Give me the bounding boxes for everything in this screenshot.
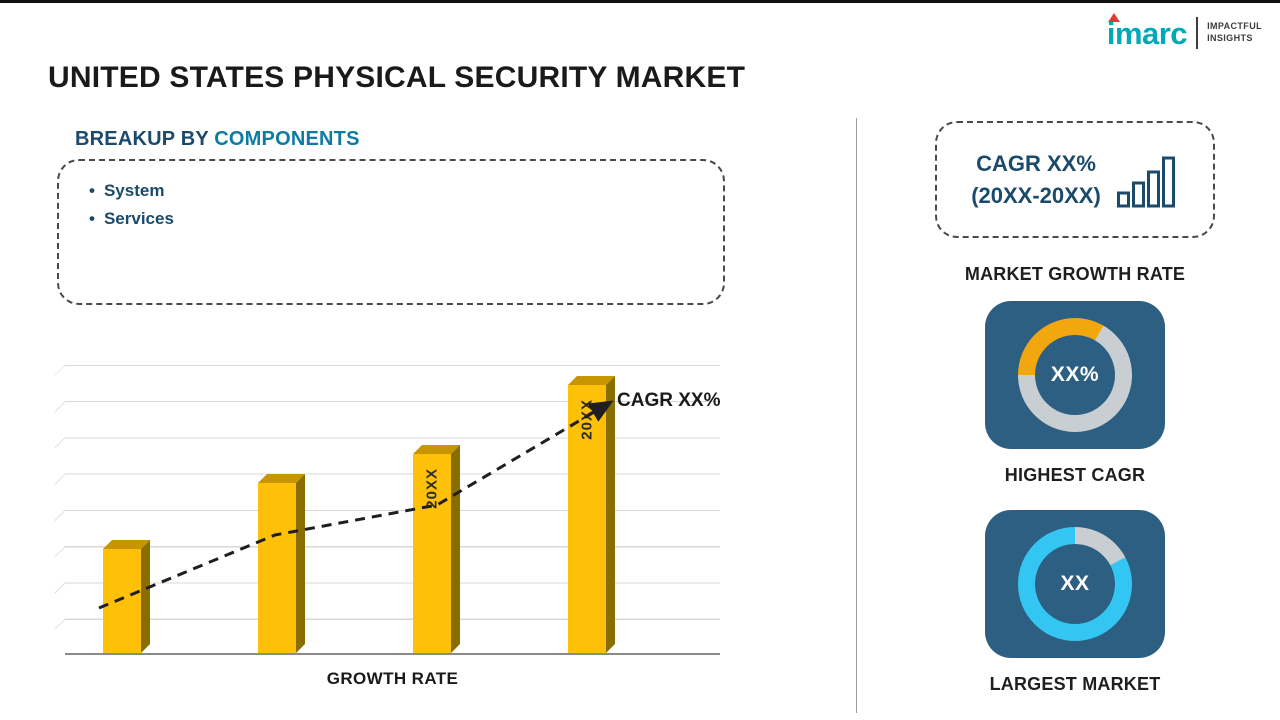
highlights-sidebar: CAGR XX% (20XX-20XX) MARKET GROWTH RATE … — [905, 121, 1245, 695]
largest-market-card: XX — [985, 510, 1165, 658]
list-item-label: System — [103, 181, 165, 200]
breakup-heading: BREAKUP BY COMPONENTS — [75, 128, 725, 151]
growth-bar: 20XX — [568, 385, 606, 653]
growth-bar: 20XX — [413, 454, 451, 653]
list-item-label: Services — [103, 209, 174, 228]
highest-cagr-card: XX% — [985, 301, 1165, 449]
bullet-icon: • — [89, 209, 95, 228]
list-item: • Services — [89, 209, 693, 229]
growth-chart: CAGR XX% 20XX 20XX GROWTH RATE — [65, 365, 725, 689]
trend-arrow-icon — [98, 400, 614, 610]
list-item: • System — [89, 181, 693, 201]
donut-value: XX — [1060, 572, 1090, 595]
breakup-heading-highlight: COMPONENTS — [214, 128, 360, 150]
breakup-section: BREAKUP BY COMPONENTS • System • Services … — [57, 128, 725, 689]
logo-tagline-line2: INSIGHTS — [1207, 33, 1253, 43]
growth-bar — [258, 483, 296, 653]
components-box: • System • Services — [57, 159, 725, 305]
page-title: UNITED STATES PHYSICAL SECURITY MARKET — [48, 61, 746, 94]
cagr-box: CAGR XX% (20XX-20XX) — [935, 121, 1215, 238]
imarc-logo: imarc IMPACTFUL INSIGHTS — [1106, 12, 1262, 51]
logo-separator — [1196, 17, 1199, 49]
highest-cagr-donut: XX% — [1018, 318, 1132, 432]
logo-tagline: IMPACTFUL INSIGHTS — [1207, 21, 1262, 44]
logo-triangle-icon — [1107, 12, 1120, 22]
largest-market-donut: XX — [1018, 527, 1132, 641]
bullet-icon: • — [89, 181, 95, 200]
donut-value: XX% — [1050, 363, 1100, 386]
logo-brand-text: imarc — [1106, 15, 1188, 51]
vertical-divider — [856, 118, 857, 713]
cagr-box-text: CAGR XX% (20XX-20XX) — [971, 148, 1101, 212]
logo-brand: imarc — [1106, 12, 1188, 51]
chart-cagr-label: CAGR XX% — [617, 390, 721, 411]
cagr-box-line1: CAGR XX% — [976, 150, 1096, 176]
cagr-box-line2: (20XX-20XX) — [971, 182, 1101, 208]
breakup-heading-prefix: BREAKUP BY — [75, 128, 215, 150]
market-growth-rate-label: MARKET GROWTH RATE — [964, 264, 1186, 284]
components-list: • System • Services — [89, 181, 693, 229]
highest-cagr-label: HIGHEST CAGR — [1004, 465, 1146, 485]
chart-x-label: GROWTH RATE — [326, 669, 459, 688]
largest-market-label: LARGEST MARKET — [989, 674, 1161, 694]
logo-tagline-line1: IMPACTFUL — [1207, 21, 1262, 32]
bar-chart-icon — [1116, 156, 1175, 207]
growth-bar — [103, 549, 141, 653]
